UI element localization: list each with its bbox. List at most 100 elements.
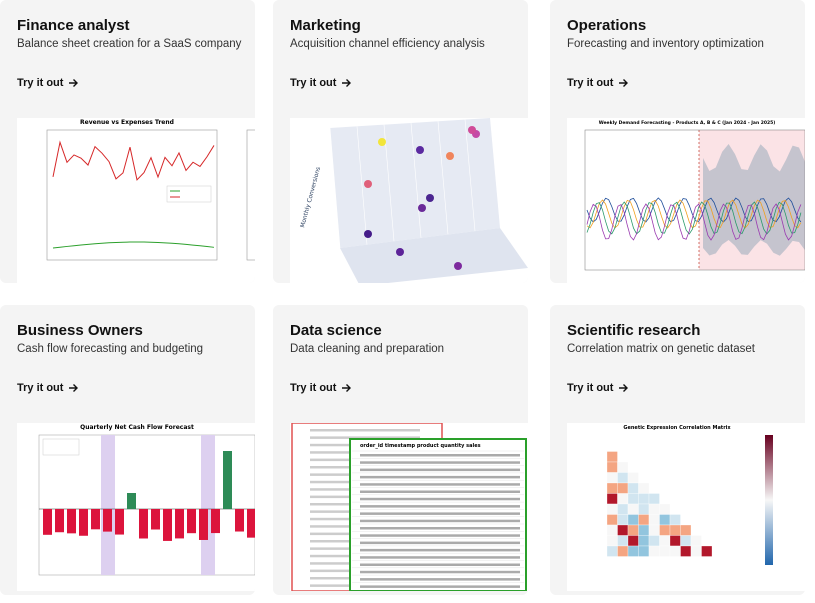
card: Business Owners Cash flow forecasting and… (0, 305, 255, 595)
cell (659, 545, 671, 557)
cta-text[interactable]: Try it out (17, 382, 64, 394)
text-row (310, 429, 420, 432)
text-row (360, 490, 520, 493)
try-it-out-link[interactable]: Try it out (290, 382, 352, 394)
cell (690, 545, 702, 557)
try-it-out-link[interactable]: Try it out (290, 77, 352, 89)
plot-frame (38, 434, 255, 576)
grid (491, 117, 503, 228)
colorbar (765, 435, 773, 565)
cell (669, 545, 681, 557)
cta-text[interactable]: Try it out (567, 77, 614, 89)
thumbnail-chart: Quarterly Net Cash Flow Forecast (38, 424, 255, 576)
legend (42, 438, 80, 456)
cell (617, 524, 629, 536)
cell (648, 524, 660, 536)
arrow-icon (69, 384, 79, 392)
thumbnail-chart: Revenue vs Expenses Trend (46, 119, 255, 261)
card-title: Finance analyst (17, 17, 130, 34)
cta-text[interactable]: Try it out (17, 77, 64, 89)
series-line (586, 201, 802, 235)
plot-frame (584, 129, 805, 271)
card-title: Data science (290, 322, 382, 339)
column-headers: order_id timestamp product quantity sale… (360, 443, 481, 449)
arrow (342, 384, 352, 392)
try-it-out-link[interactable]: Try it out (567, 77, 629, 89)
text-row (360, 505, 520, 508)
cell (638, 545, 650, 557)
grid (356, 126, 368, 245)
cell (680, 524, 692, 536)
bar (187, 509, 196, 534)
axis-label: Monthly Conversions (299, 166, 322, 228)
card-subtitle: Data cleaning and preparation (290, 343, 445, 355)
arrow (342, 79, 352, 87)
bar (115, 509, 124, 535)
cell (606, 524, 618, 536)
try-it-out-link[interactable]: Try it out (17, 77, 79, 89)
expenses-line (52, 140, 215, 181)
cell (627, 545, 639, 557)
cta-text[interactable]: Try it out (290, 382, 337, 394)
cell (627, 472, 639, 484)
cell (701, 545, 713, 557)
cell (638, 524, 650, 536)
point (364, 180, 372, 188)
card-subtitle: Acquisition channel efficiency analysis (290, 38, 485, 50)
cell (638, 482, 650, 494)
point (364, 230, 372, 238)
text-row (360, 534, 520, 537)
bar (103, 509, 112, 532)
card: Finance analyst Balance sheet creation fo… (0, 0, 255, 283)
cell (648, 545, 660, 557)
bar (163, 509, 172, 541)
card-title: Marketing (290, 17, 361, 34)
cell (606, 472, 618, 484)
cell (638, 535, 650, 547)
text-row (360, 548, 520, 552)
cell (627, 535, 639, 547)
cta-text[interactable]: Try it out (290, 77, 337, 89)
bar (67, 509, 76, 534)
series-line (586, 199, 802, 229)
cell (638, 493, 650, 505)
point (446, 152, 454, 160)
highlight (201, 435, 215, 575)
text-row (360, 497, 520, 501)
back-plane (330, 118, 500, 248)
thumbnail: Quarterly Net Cash Flow Forecast (17, 423, 255, 591)
arrow-icon (342, 384, 352, 392)
bar (223, 451, 232, 509)
card-subtitle: Forecasting and inventory optimization (567, 38, 764, 50)
bar (199, 509, 208, 540)
bar (139, 509, 148, 539)
try-it-out-link[interactable]: Try it out (567, 382, 629, 394)
card-subtitle: Balance sheet creation for a SaaS compan… (17, 38, 242, 50)
cell (617, 472, 629, 484)
point (378, 138, 386, 146)
cell (648, 503, 660, 515)
cell (659, 535, 671, 547)
try-it-out-link[interactable]: Try it out (17, 382, 79, 394)
cell (680, 535, 692, 547)
thumbnail-chart: Weekly Demand Forecasting - Products A, … (584, 120, 805, 271)
cell (617, 545, 629, 557)
arrow (619, 384, 629, 392)
card-title: Scientific research (567, 322, 701, 339)
text-row (360, 585, 520, 588)
series-line (586, 197, 802, 223)
bar (175, 509, 184, 539)
highlight (101, 435, 115, 575)
cell (659, 524, 671, 536)
thumb-title: Genetic Expression Correlation Matrix (623, 425, 731, 431)
cell (627, 524, 639, 536)
text-row (360, 570, 520, 574)
bar (79, 509, 88, 536)
cta-text[interactable]: Try it out (567, 382, 614, 394)
bar (151, 509, 160, 530)
cell (606, 451, 618, 463)
text-row (360, 475, 520, 479)
grid (410, 122, 422, 238)
thumb-title: Revenue vs Expenses Trend (80, 119, 174, 126)
